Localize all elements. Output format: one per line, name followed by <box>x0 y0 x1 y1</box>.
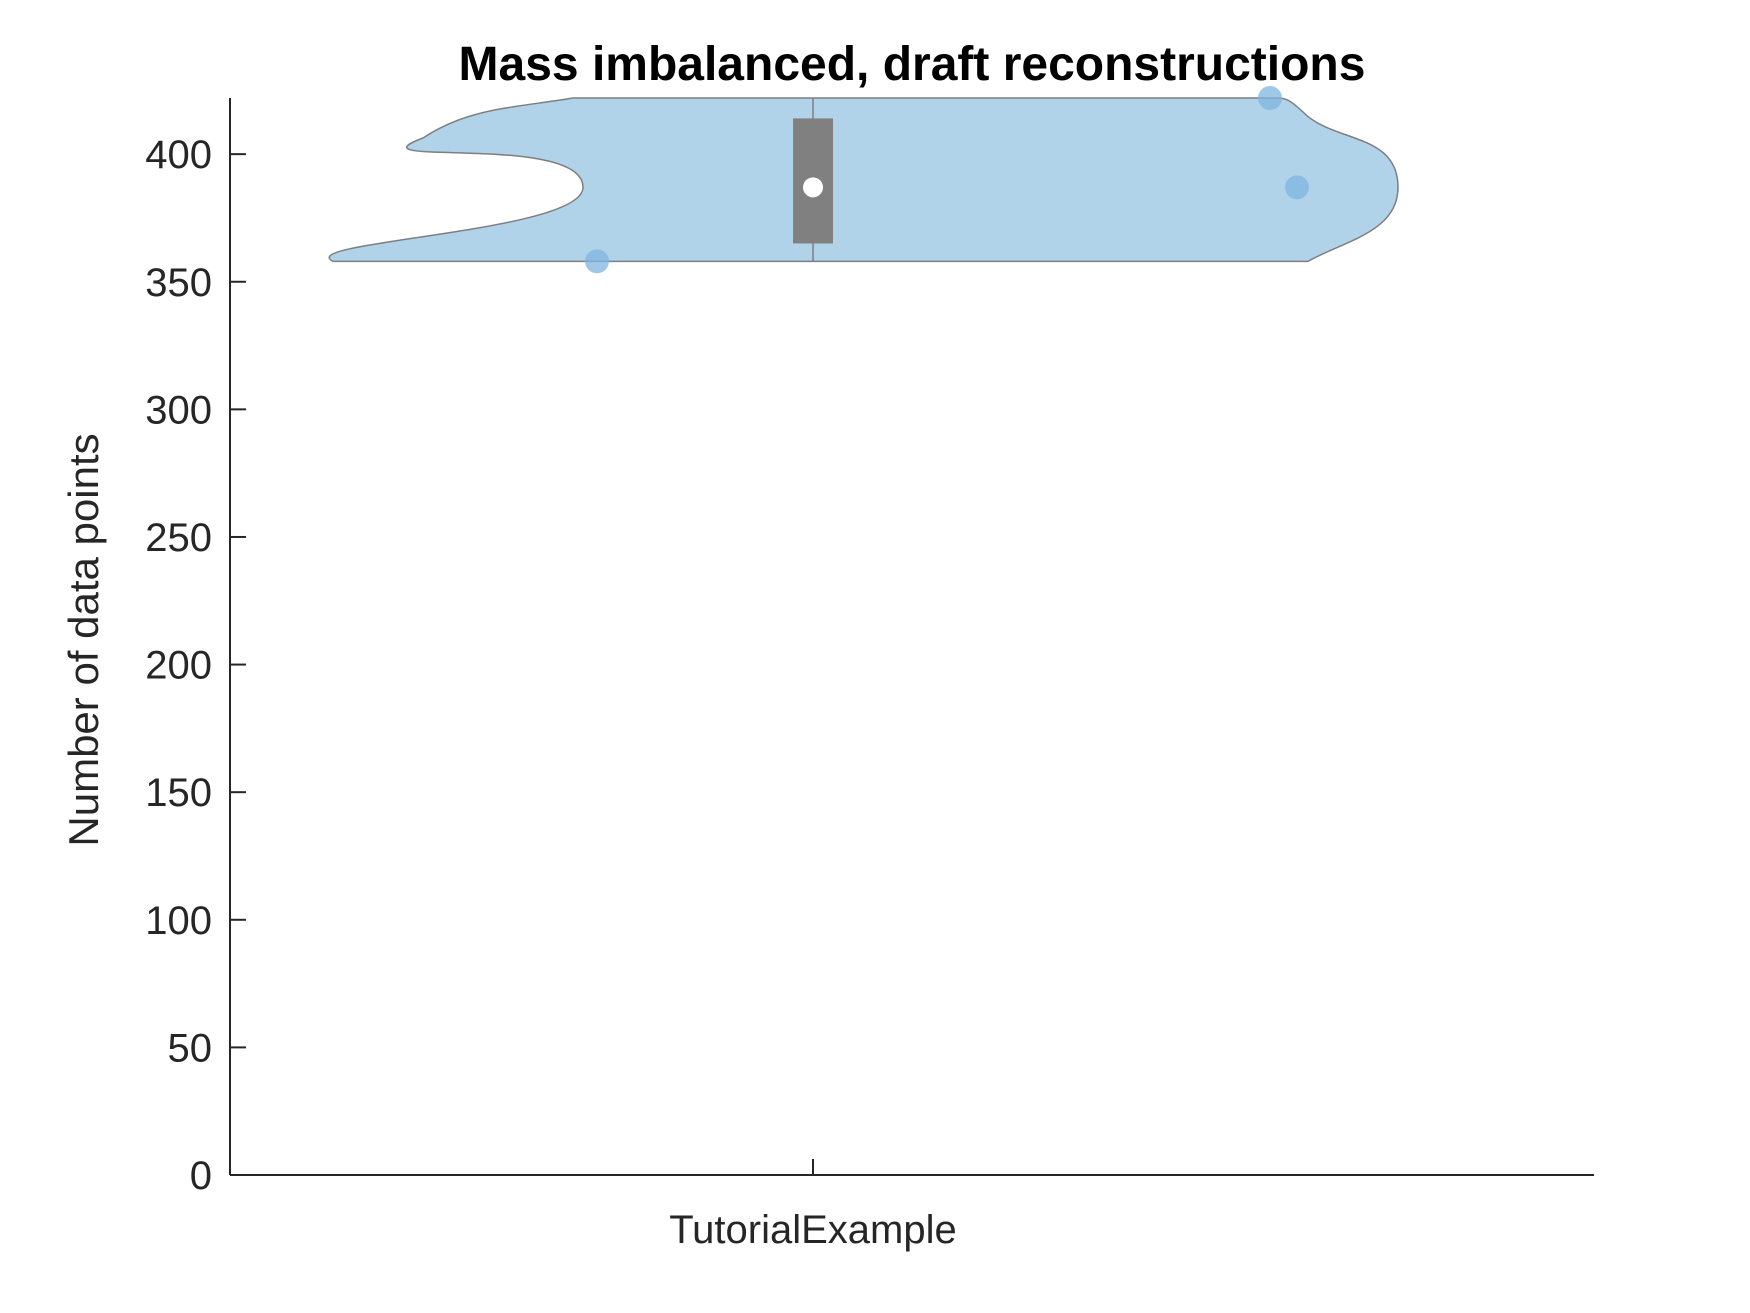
y-tick-label: 150 <box>145 771 212 815</box>
violin-median-marker <box>803 177 823 198</box>
data-point <box>585 249 609 274</box>
data-point <box>1258 86 1282 110</box>
chart-title: Mass imbalanced, draft reconstructions <box>459 38 1366 91</box>
x-axis: TutorialExample <box>230 1159 1594 1252</box>
y-axis-label: Number of data points <box>60 433 107 846</box>
y-tick-label: 300 <box>145 388 212 432</box>
y-tick-label: 350 <box>145 261 212 305</box>
y-tick-label: 50 <box>168 1026 213 1070</box>
violin-body <box>328 97 1399 263</box>
plot-area <box>328 86 1399 274</box>
y-tick-label: 200 <box>145 644 212 688</box>
x-tick-label: TutorialExample <box>669 1208 957 1252</box>
y-tick-label: 100 <box>145 899 212 943</box>
y-tick-label: 400 <box>145 133 212 177</box>
y-tick-label: 0 <box>190 1154 212 1198</box>
y-tick-label: 250 <box>145 516 212 560</box>
data-point <box>1285 175 1309 200</box>
y-axis: 0 50 100 150 200 250 300 350 400 <box>145 98 246 1198</box>
